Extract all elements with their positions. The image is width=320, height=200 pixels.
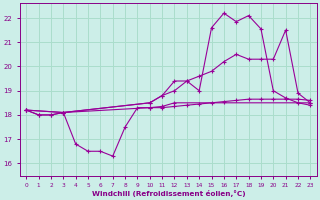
X-axis label: Windchill (Refroidissement éolien,°C): Windchill (Refroidissement éolien,°C) <box>92 190 245 197</box>
